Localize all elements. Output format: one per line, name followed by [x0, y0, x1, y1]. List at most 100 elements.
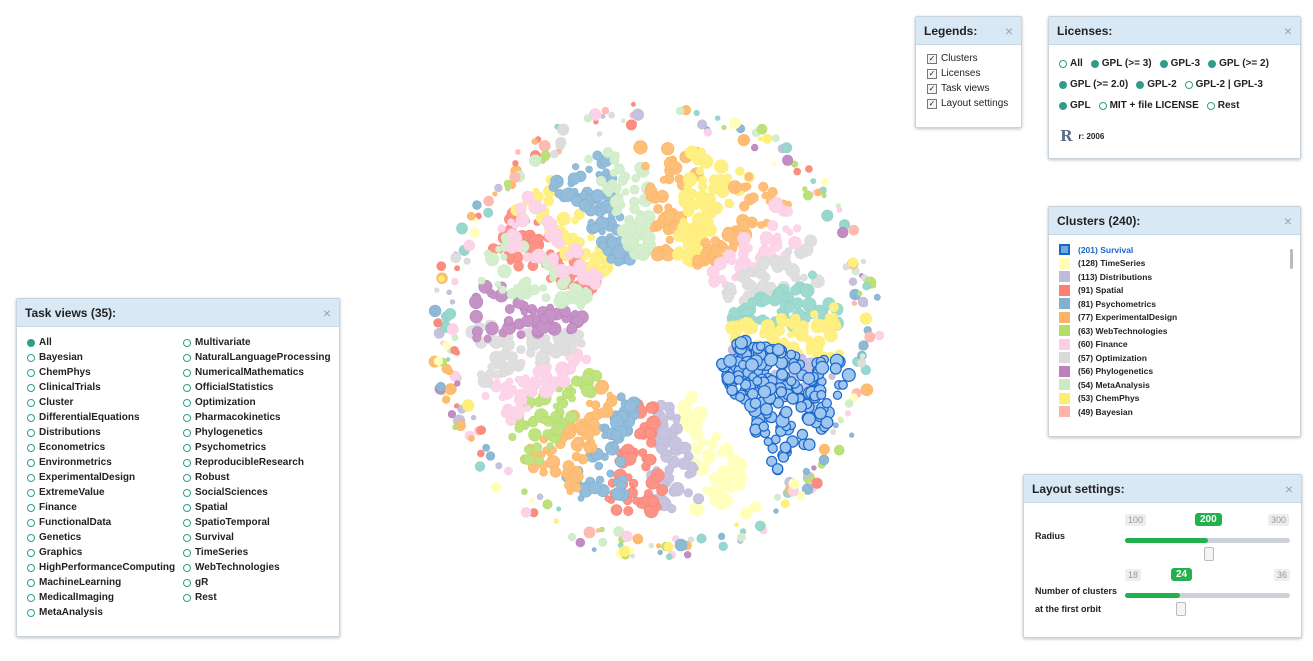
taskview-option[interactable]: Multivariate [183, 335, 339, 350]
package-bubble[interactable] [542, 429, 552, 438]
package-bubble[interactable] [645, 402, 658, 414]
package-bubble[interactable] [485, 451, 496, 461]
package-bubble[interactable] [796, 428, 809, 441]
package-bubble[interactable] [758, 181, 769, 192]
package-bubble[interactable] [557, 277, 569, 290]
package-bubble[interactable] [548, 344, 563, 359]
package-bubble[interactable] [685, 390, 698, 404]
package-bubble[interactable] [483, 207, 494, 218]
package-bubble[interactable] [746, 280, 757, 291]
package-bubble[interactable] [546, 442, 554, 450]
package-bubble[interactable] [757, 136, 763, 142]
package-bubble[interactable] [829, 362, 842, 375]
package-bubble[interactable] [711, 432, 722, 442]
package-bubble[interactable] [697, 119, 708, 130]
package-bubble[interactable] [521, 314, 534, 328]
package-bubble[interactable] [708, 472, 721, 485]
package-bubble[interactable] [763, 437, 773, 447]
package-bubble[interactable] [578, 199, 592, 212]
package-bubble[interactable] [653, 204, 663, 214]
package-bubble[interactable] [579, 191, 589, 200]
package-bubble[interactable] [863, 302, 868, 307]
package-bubble[interactable] [495, 245, 503, 253]
cluster-item[interactable]: (53) ChemPhys [1059, 392, 1294, 406]
package-bubble[interactable] [699, 200, 713, 214]
package-bubble[interactable] [516, 345, 526, 354]
package-bubble[interactable] [727, 452, 736, 461]
package-bubble[interactable] [500, 370, 508, 378]
package-bubble[interactable] [556, 506, 562, 512]
taskview-option[interactable]: TimeSeries [183, 545, 339, 560]
package-bubble[interactable] [489, 335, 504, 349]
package-bubble[interactable] [687, 536, 695, 543]
package-bubble[interactable] [847, 257, 859, 268]
package-bubble[interactable] [469, 310, 483, 324]
package-bubble[interactable] [610, 429, 623, 441]
package-bubble[interactable] [476, 449, 485, 458]
package-bubble[interactable] [494, 183, 503, 192]
package-bubble[interactable] [717, 274, 726, 284]
package-bubble[interactable] [841, 368, 856, 383]
package-bubble[interactable] [771, 343, 785, 357]
package-bubble[interactable] [434, 287, 440, 293]
package-bubble[interactable] [766, 455, 778, 467]
package-bubble[interactable] [522, 252, 533, 262]
package-bubble[interactable] [749, 501, 762, 513]
package-bubble[interactable] [523, 444, 533, 454]
package-bubble[interactable] [756, 123, 768, 135]
taskview-option[interactable]: Optimization [183, 395, 339, 410]
package-bubble[interactable] [531, 138, 538, 145]
taskview-option[interactable]: NaturalLanguageProcessing [183, 350, 339, 365]
package-bubble[interactable] [802, 190, 813, 201]
package-bubble[interactable] [767, 187, 778, 198]
package-bubble[interactable] [538, 203, 547, 212]
package-bubble[interactable] [629, 203, 640, 215]
package-bubble[interactable] [842, 263, 850, 271]
taskview-option[interactable]: SocialSciences [183, 485, 339, 500]
package-bubble[interactable] [477, 374, 492, 389]
package-bubble[interactable] [693, 109, 700, 117]
taskview-option[interactable]: All [27, 335, 183, 350]
package-bubble[interactable] [690, 504, 700, 513]
license-option[interactable]: All [1059, 58, 1083, 69]
package-bubble[interactable] [623, 505, 634, 516]
package-bubble[interactable] [723, 354, 737, 368]
package-bubble[interactable] [585, 165, 593, 174]
package-bubble[interactable] [744, 172, 754, 181]
package-bubble[interactable] [671, 248, 685, 261]
package-bubble[interactable] [748, 192, 759, 203]
cluster-item[interactable]: (113) Distributions [1059, 270, 1294, 284]
package-bubble[interactable] [564, 479, 576, 491]
package-bubble[interactable] [571, 451, 582, 462]
package-bubble[interactable] [851, 300, 858, 306]
package-bubble[interactable] [554, 291, 569, 306]
package-bubble[interactable] [631, 108, 645, 121]
package-bubble[interactable] [468, 435, 475, 442]
package-bubble[interactable] [802, 186, 808, 192]
package-bubble[interactable] [644, 453, 656, 466]
package-bubble[interactable] [474, 461, 486, 472]
taskview-option[interactable]: Genetics [27, 530, 183, 545]
package-bubble[interactable] [674, 538, 688, 552]
package-bubble[interactable] [550, 434, 559, 443]
package-bubble[interactable] [768, 199, 776, 207]
package-bubble[interactable] [568, 283, 583, 298]
package-bubble[interactable] [543, 217, 557, 232]
package-bubble[interactable] [595, 201, 603, 208]
package-bubble[interactable] [492, 191, 498, 197]
package-bubble[interactable] [531, 442, 543, 453]
taskview-option[interactable]: Bayesian [27, 350, 183, 365]
package-bubble[interactable] [593, 255, 603, 265]
taskview-option[interactable]: gR [183, 575, 339, 590]
package-bubble[interactable] [534, 455, 545, 466]
package-bubble[interactable] [728, 307, 740, 319]
package-bubble[interactable] [723, 293, 733, 304]
package-bubble[interactable] [844, 399, 854, 408]
package-bubble[interactable] [446, 289, 453, 296]
package-bubble[interactable] [788, 236, 802, 250]
package-bubble[interactable] [766, 281, 777, 292]
package-bubble[interactable] [470, 414, 477, 421]
package-bubble[interactable] [757, 258, 770, 271]
package-bubble[interactable] [497, 224, 506, 233]
